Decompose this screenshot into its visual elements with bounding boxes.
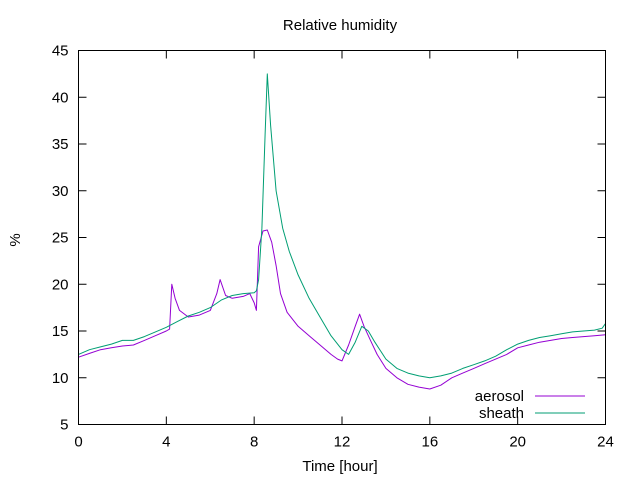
- x-tick-label: 8: [250, 434, 258, 451]
- y-tick-label: 10: [52, 370, 69, 387]
- x-tick-label: 4: [162, 434, 170, 451]
- y-tick-label: 25: [52, 230, 69, 247]
- y-tick-label: 40: [52, 89, 69, 106]
- aerosol-line: [78, 229, 606, 390]
- x-tick-label: 16: [421, 434, 438, 451]
- y-axis-ticks: 5 10 15 20 25 30 35 40 45: [52, 43, 606, 434]
- y-tick-label: 30: [52, 183, 69, 200]
- x-tick-label: 20: [509, 434, 526, 451]
- y-tick-label: 35: [52, 136, 69, 153]
- x-axis-label: Time [hour]: [302, 458, 377, 475]
- y-axis-label: %: [7, 233, 24, 246]
- legend-label-sheath: sheath: [479, 405, 524, 422]
- legend-label-aerosol: aerosol: [475, 388, 524, 405]
- x-tick-label: 0: [74, 434, 82, 451]
- x-tick-label: 24: [597, 434, 614, 451]
- y-tick-label: 15: [52, 323, 69, 340]
- x-axis-ticks: 0 4 8 12 16 20 24: [74, 50, 614, 451]
- plot-frame: [78, 50, 606, 425]
- series-layer: [78, 73, 606, 390]
- y-tick-label: 45: [52, 43, 69, 60]
- chart-title: Relative humidity: [283, 17, 398, 34]
- x-tick-label: 12: [334, 434, 351, 451]
- y-tick-label: 5: [60, 417, 68, 434]
- sheath-line: [78, 73, 606, 379]
- y-tick-label: 20: [52, 276, 69, 293]
